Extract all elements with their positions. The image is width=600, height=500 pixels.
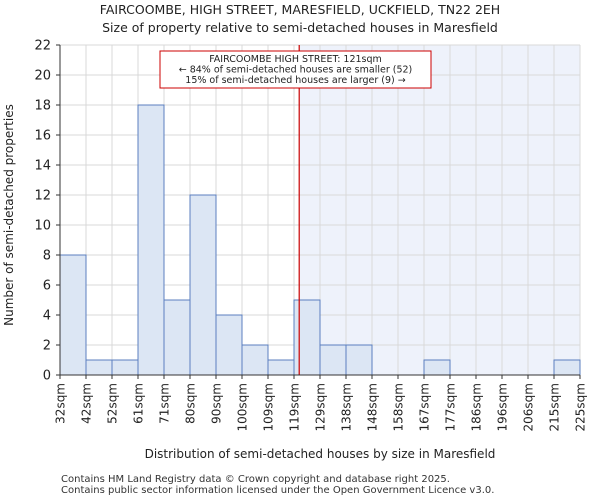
bar-32sqm bbox=[59, 254, 87, 376]
x-tick-label: 177sqm bbox=[444, 383, 458, 431]
bar-52sqm bbox=[111, 359, 139, 376]
annotation-box: FAIRCOOMBE HIGH STREET: 121sqm← 84% of s… bbox=[159, 50, 432, 89]
footer-licence: Contains public sector information licen… bbox=[61, 485, 495, 496]
y-tick-labels: 0 2 4 6 8 10 12 14 16 18 20 22 bbox=[34, 39, 51, 384]
larger-region-shade bbox=[299, 45, 580, 375]
footer-copyright: Contains HM Land Registry data © Crown c… bbox=[61, 474, 450, 485]
x-tick-label: 42sqm bbox=[80, 383, 94, 424]
bar-215sqm bbox=[553, 359, 581, 376]
x-tick-label: 138sqm bbox=[340, 383, 354, 431]
x-tick-label: 167sqm bbox=[418, 383, 432, 431]
x-axis-label: Distribution of semi-detached houses by … bbox=[145, 447, 496, 461]
y-tick-label: 16 bbox=[34, 129, 51, 144]
x-tick-label: 158sqm bbox=[392, 383, 406, 431]
annotation-line-2: ← 84% of semi-detached houses are smalle… bbox=[179, 65, 413, 76]
y-tick-label: 10 bbox=[34, 219, 51, 234]
y-tick-label: 6 bbox=[43, 279, 51, 294]
x-tick-label: 32sqm bbox=[54, 383, 68, 424]
larger-properties-region bbox=[299, 45, 580, 375]
x-tick-label: 52sqm bbox=[106, 383, 120, 424]
x-tick-label: 100sqm bbox=[236, 383, 250, 431]
bar-71sqm bbox=[163, 299, 191, 376]
chart-title-address: FAIRCOOMBE, HIGH STREET, MARESFIELD, UCK… bbox=[99, 2, 501, 17]
bar-129sqm bbox=[319, 344, 347, 376]
bar-100sqm bbox=[241, 344, 269, 376]
bar-80sqm bbox=[189, 194, 217, 376]
y-tick-label: 18 bbox=[34, 99, 51, 114]
annotation-line-3: 15% of semi-detached houses are larger (… bbox=[185, 75, 405, 86]
bar-119sqm bbox=[293, 299, 321, 376]
y-tick-label: 4 bbox=[43, 309, 51, 324]
bars bbox=[59, 104, 581, 376]
x-tick-label: 129sqm bbox=[314, 383, 328, 431]
x-tick-label: 61sqm bbox=[132, 383, 146, 424]
y-tick-label: 20 bbox=[34, 69, 51, 84]
annotation-frame bbox=[159, 50, 432, 89]
bar-109sqm bbox=[267, 359, 295, 376]
annotation-line-1: FAIRCOOMBE HIGH STREET: 121sqm bbox=[209, 54, 382, 65]
x-tick-label: 206sqm bbox=[522, 383, 536, 431]
y-tick-label: 8 bbox=[43, 249, 51, 264]
bar-90sqm bbox=[215, 314, 243, 376]
chart-subtitle: Size of property relative to semi-detach… bbox=[102, 20, 498, 35]
y-tick-label: 22 bbox=[34, 39, 51, 54]
x-tick-label: 119sqm bbox=[288, 383, 302, 431]
x-tick-label: 109sqm bbox=[262, 383, 276, 431]
axes bbox=[56, 44, 581, 379]
y-axis-label: Number of semi-detached properties bbox=[2, 104, 16, 326]
x-tick-label: 90sqm bbox=[210, 383, 224, 424]
bar-61sqm bbox=[137, 104, 165, 376]
bar-42sqm bbox=[85, 359, 113, 376]
x-tick-label: 186sqm bbox=[470, 383, 484, 431]
x-tick-labels: 32sqm 42sqm 52sqm 61sqm 71sqm 80sqm 90sqm 100sq… bbox=[54, 383, 588, 431]
y-tick-label: 2 bbox=[43, 339, 51, 354]
x-tick-label: 80sqm bbox=[184, 383, 198, 424]
bar-167sqm bbox=[423, 359, 451, 376]
bar-138sqm bbox=[345, 344, 373, 376]
y-tick-label: 14 bbox=[34, 159, 51, 174]
x-tick-label: 225sqm bbox=[574, 383, 588, 431]
y-tick-label: 12 bbox=[34, 189, 51, 204]
y-tick-label: 0 bbox=[43, 369, 51, 384]
x-tick-label: 148sqm bbox=[366, 383, 380, 431]
x-tick-label: 196sqm bbox=[496, 383, 510, 431]
x-tick-label: 215sqm bbox=[548, 383, 562, 431]
x-tick-label: 71sqm bbox=[158, 383, 172, 424]
